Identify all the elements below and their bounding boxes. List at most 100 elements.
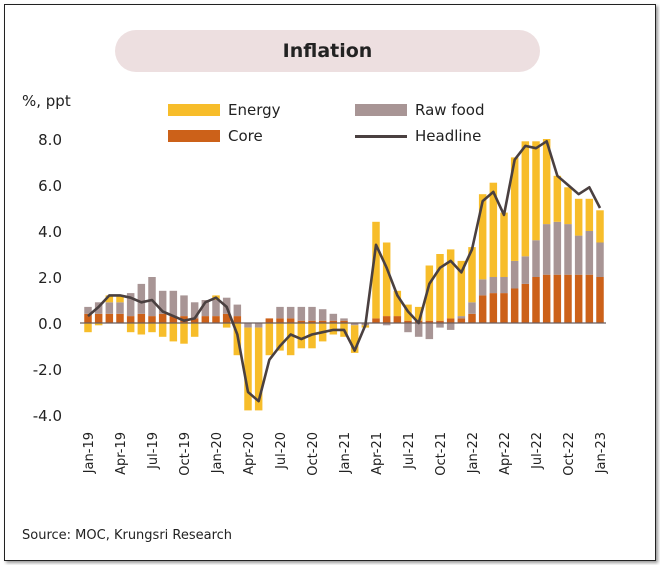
bar-raw-food — [532, 240, 540, 277]
bar-raw-food — [169, 290, 178, 317]
bar-core — [564, 274, 572, 323]
x-tick-label: Jul-19 — [146, 432, 161, 470]
bar-energy — [148, 323, 156, 333]
y-tick-label: 4.0 — [38, 223, 62, 241]
bar-core — [457, 318, 466, 323]
bar-core — [201, 316, 210, 323]
legend-label: Energy — [228, 101, 281, 119]
bar-core — [190, 318, 199, 323]
bar-core — [329, 320, 338, 323]
source-note: Source: MOC, Krungsri Research — [22, 528, 233, 543]
bar-raw-food — [105, 302, 114, 314]
legend-swatch-energy — [168, 104, 220, 116]
bar-core — [148, 316, 156, 323]
bar-core — [489, 293, 498, 323]
legend-label: Core — [228, 127, 263, 145]
y-tick-label: 0.0 — [38, 315, 62, 333]
bar-raw-food — [510, 260, 519, 289]
bar-raw-food — [500, 277, 508, 294]
bar-core — [521, 283, 530, 323]
bar-raw-food — [585, 231, 594, 275]
bar-energy — [500, 212, 508, 277]
bar-raw-food — [233, 304, 242, 317]
bar-energy — [180, 323, 188, 344]
bar-energy — [94, 323, 103, 326]
bar-core — [500, 293, 508, 323]
bar-raw-food — [116, 302, 124, 314]
bar-core — [404, 320, 412, 323]
bar-energy — [393, 290, 402, 317]
bar-raw-food — [180, 295, 188, 317]
bar-raw-food — [254, 323, 263, 328]
x-tick-label: Apr-22 — [498, 432, 513, 475]
bar-energy — [137, 323, 146, 335]
bar-raw-food — [596, 242, 604, 277]
bar-energy — [254, 327, 263, 411]
bar-energy — [158, 323, 167, 337]
legend-label: Raw food — [415, 101, 485, 119]
bar-energy — [532, 141, 540, 241]
bar-core — [126, 316, 135, 323]
bar-raw-food — [286, 306, 295, 319]
bar-energy — [457, 260, 466, 317]
bar-raw-food — [457, 316, 466, 319]
bar-raw-food — [382, 323, 391, 326]
bar-energy — [468, 247, 476, 303]
bar-core — [510, 288, 519, 323]
bar-core — [574, 274, 583, 323]
chart-title: Inflation — [115, 30, 540, 72]
bar-raw-food — [158, 290, 167, 314]
bar-energy — [222, 323, 231, 328]
bar-energy — [414, 306, 423, 321]
bar-core — [297, 320, 306, 323]
headline-line — [87, 140, 602, 403]
bar-core — [372, 318, 380, 323]
legend-energy: Energy — [168, 101, 281, 119]
bar-raw-food — [126, 293, 135, 317]
x-tick-label: Apr-21 — [370, 432, 385, 475]
bar-raw-food — [553, 221, 562, 275]
bar-raw-food — [297, 306, 306, 321]
bar-raw-food — [212, 300, 220, 317]
bar-core — [116, 313, 124, 323]
bar-core — [212, 316, 220, 323]
legend-swatch-headline — [355, 134, 407, 138]
bar-core — [596, 277, 604, 323]
bar-energy — [244, 327, 252, 411]
bar-energy — [372, 221, 380, 319]
bar-raw-food — [137, 283, 146, 314]
bar-raw-food — [468, 302, 476, 314]
bar-core — [340, 320, 348, 323]
bar-core — [478, 295, 487, 323]
title-text: Inflation — [282, 40, 373, 62]
bar-core — [553, 274, 562, 323]
bar-energy — [521, 141, 530, 257]
bar-core — [94, 313, 103, 323]
bar-energy — [105, 295, 114, 303]
bar-core — [233, 316, 242, 323]
x-tick-label: Apr-20 — [242, 432, 257, 475]
bar-energy — [190, 323, 199, 337]
bar-core — [276, 318, 284, 323]
bar-energy — [276, 323, 284, 351]
x-tick-label: Oct-20 — [306, 432, 321, 476]
bar-raw-food — [564, 224, 572, 275]
bar-raw-food — [425, 323, 434, 340]
x-tick-label: Apr-19 — [114, 432, 129, 475]
bar-core — [158, 313, 167, 323]
bar-energy — [542, 139, 551, 225]
x-tick-label: Jan-22 — [466, 432, 481, 474]
legend-core: Core — [168, 127, 263, 145]
bar-energy — [564, 187, 572, 225]
x-tick-label: Jan-23 — [594, 432, 609, 474]
bar-core — [137, 313, 146, 323]
x-tick-label: Jan-21 — [338, 432, 353, 474]
x-tick-label: Oct-21 — [434, 432, 449, 476]
bar-core — [585, 274, 594, 323]
x-tick-label: Jul-20 — [274, 432, 289, 470]
bar-core — [286, 318, 295, 323]
bar-core — [425, 320, 434, 323]
bar-core — [265, 318, 274, 323]
bar-core — [105, 313, 114, 323]
